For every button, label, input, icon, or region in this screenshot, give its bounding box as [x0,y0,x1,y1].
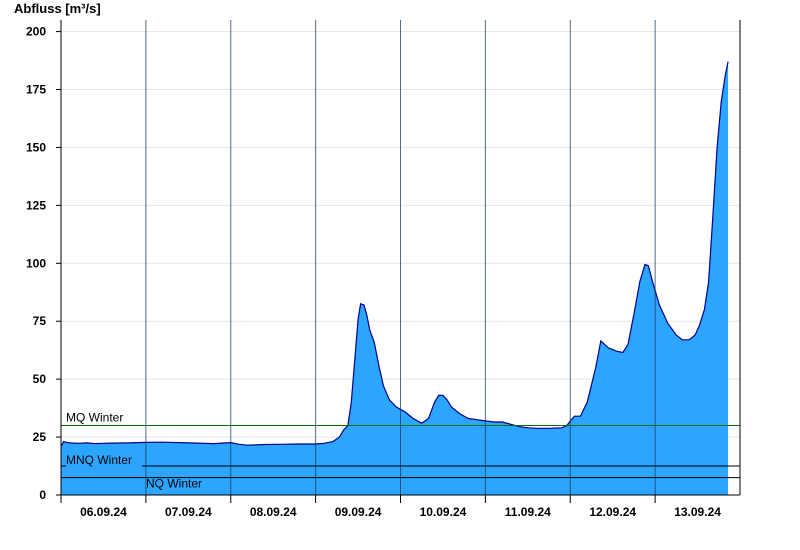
x-tick-label: 06.09.24 [80,505,127,519]
y-tick-label: 75 [33,314,47,328]
series-area [60,61,729,495]
x-tick-label: 09.09.24 [335,505,382,519]
reference-line-label: MNQ Winter [66,453,132,467]
x-tick-label: 13.09.24 [674,505,721,519]
x-axis-ticks: 06.09.24 07.09.24 08.09.24 09.09.24 10.09.24… [60,495,721,519]
area-line [60,61,729,447]
area-fill [61,61,729,495]
y-tick-label: 125 [26,198,46,212]
x-tick-label: 11.09.24 [505,505,551,519]
x-tick-label: 07.09.24 [165,505,212,519]
y-tick-label: 150 [26,140,46,154]
y-axis-title: Abfluss [m³/s] [14,1,101,16]
y-tick-label: 200 [26,25,46,39]
y-tick-label: 0 [39,488,46,502]
reference-line-label: NQ Winter [146,477,202,491]
y-tick-label: 175 [26,83,46,97]
reference-lines: MQ Winter MNQ Winter NQ Winter [61,410,740,491]
y-tick-label: 25 [33,430,47,444]
y-tick-label: 100 [26,256,46,270]
x-tick-label: 12.09.24 [589,505,636,519]
axes [57,20,741,496]
x-tick-label: 08.09.24 [250,505,297,519]
day-boundary-lines [145,20,656,495]
y-tick-label: 50 [33,372,47,386]
reference-line-label: MQ Winter [66,410,123,424]
y-axis-ticks: 0 25 50 75 100 125 150 175 200 [26,25,61,502]
x-tick-label: 10.09.24 [420,505,467,519]
